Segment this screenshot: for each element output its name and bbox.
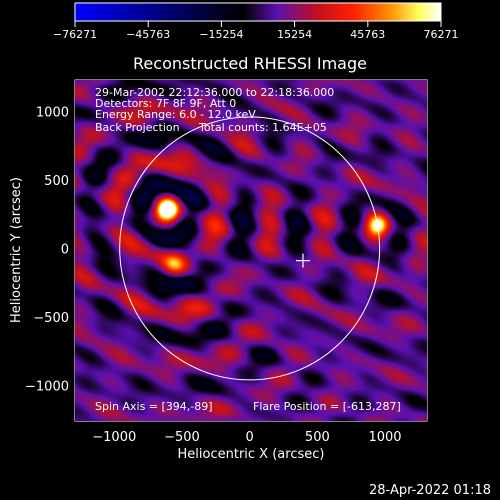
- x-axis-label: Heliocentric X (arcsec): [178, 447, 325, 462]
- y-tick-label: −1000: [25, 379, 69, 394]
- heatmap-image: [75, 80, 427, 421]
- colorbar-tick-label: 45763: [350, 28, 385, 41]
- y-tick-label: 0: [61, 242, 69, 257]
- footer-timestamp: 28-Apr-2022 01:18: [369, 483, 491, 498]
- x-tick-label: 500: [305, 430, 330, 445]
- chart-title: Reconstructed RHESSI Image: [133, 54, 367, 73]
- colorbar-tick-label: −76271: [53, 28, 97, 41]
- colorbar-tick-label: −15254: [199, 28, 243, 41]
- x-tick-label: 1000: [368, 430, 401, 445]
- colorbar-ticks: −76271 −45763 −15254 15254 45763 76271: [53, 21, 459, 41]
- y-tick-label: −500: [33, 311, 69, 326]
- x-tick-label: 0: [246, 430, 254, 445]
- colorbar-tick-label: 15254: [277, 28, 312, 41]
- colorbar-gradient: [74, 2, 442, 22]
- x-tick-label: −500: [164, 430, 200, 445]
- colorbar: −76271 −45763 −15254 15254 45763 76271: [53, 2, 459, 41]
- y-tick-label: 1000: [36, 105, 69, 120]
- x-tick-label: −1000: [92, 430, 136, 445]
- y-tick-label: 500: [44, 174, 69, 189]
- colorbar-tick-label: 76271: [424, 28, 459, 41]
- y-axis-label: Heliocentric Y (arcsec): [9, 177, 24, 323]
- colorbar-tick-label: −45763: [126, 28, 170, 41]
